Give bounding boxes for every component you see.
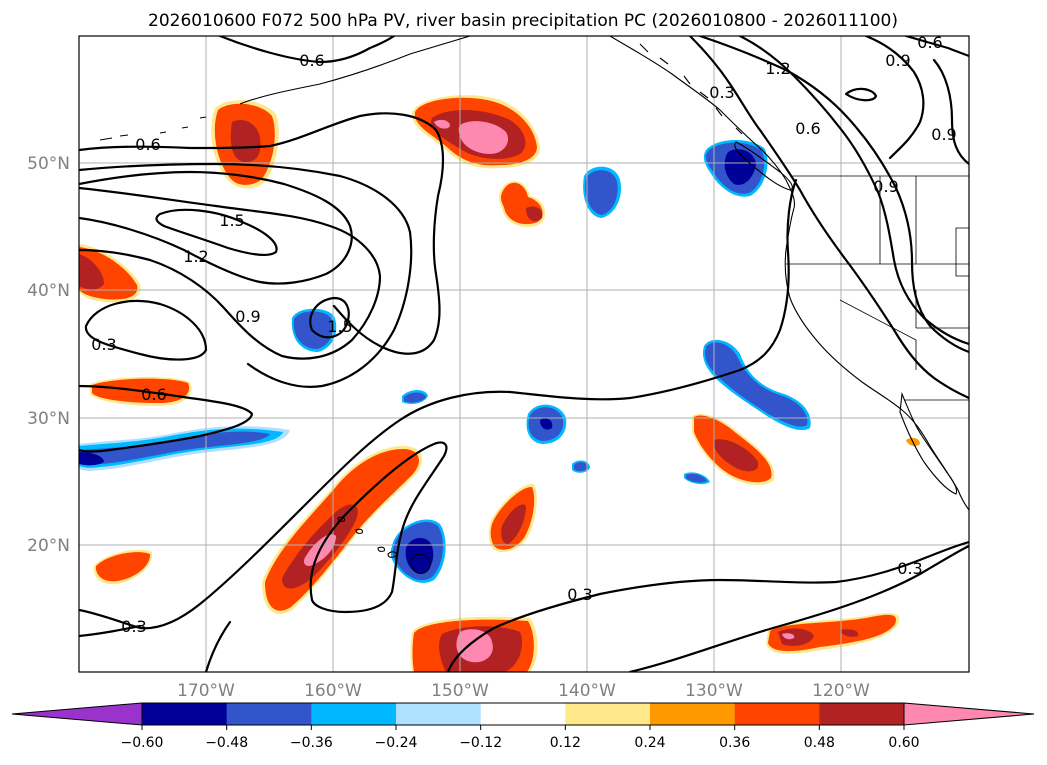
precip-negative-region [703,139,768,197]
colorbar-tick-label: 0.60 [888,735,919,751]
precip-negative-region [572,460,590,473]
lon-label: 140°W [558,681,616,701]
contour-label: 1.5 [219,211,244,230]
contour-label: 0.3 [121,617,146,636]
colorbar-tick-label: −0.24 [375,735,418,751]
colorbar-ticks: −0.60 −0.48 −0.36 −0.24 −0.12 0.12 0.24 0.36 0.4… [121,725,920,751]
colorbar-segment [480,703,566,725]
precip-positive-region [93,549,153,585]
colorbar-tick-label: −0.36 [290,735,333,751]
map-area: 0.6 0.6 1.5 1.2 0.9 1.5 0.3 0.6 1.2 0.3 … [79,33,969,672]
colorbar-segment [565,703,651,725]
colorbar-tick-label: 0.24 [634,735,665,751]
contour-label: 0.6 [135,135,160,154]
precipitation-shading [79,95,920,672]
colorbar-tick-label: 0.36 [719,735,750,751]
contour-label: 0.6 [917,33,942,52]
longitude-labels: 170°W 160°W 150°W 140°W 130°W 120°W [177,681,870,701]
precip-negative-region [583,166,622,218]
lat-label: 40°N [27,281,70,301]
precip-positive-region [411,95,540,169]
precip-negative-region [79,426,290,471]
contour-label: 0.9 [931,125,956,144]
contour-label: 1.2 [183,247,208,266]
latitude-labels: 50°N 40°N 30°N 20°N [27,154,70,556]
lon-label: 130°W [685,681,743,701]
pv-contours [79,36,969,672]
colorbar-tick-label: −0.60 [121,735,164,751]
colorbar-segment [819,703,905,725]
precip-positive-region [692,413,775,485]
precip-negative-region [684,472,710,485]
colorbar: −0.60 −0.48 −0.36 −0.24 −0.12 0.12 0.24 0.36 0.4… [11,702,1035,751]
colorbar-segment [142,703,228,725]
colorbar-extend-min [11,702,143,726]
colorbar-tick-label: 0.48 [804,735,835,751]
coastlines [99,36,969,575]
precip-negative-region [402,390,428,404]
contour-label: 0.6 [795,119,820,138]
precip-positive-region [410,616,538,672]
lon-label: 120°W [812,681,870,701]
colorbar-tick-label: −0.48 [205,735,248,751]
contour-label: 1.2 [765,59,790,78]
lon-label: 170°W [177,681,235,701]
contour-label: 0.9 [235,307,260,326]
contour-label: 0.9 [873,177,898,196]
colorbar-extend-max [903,702,1035,726]
colorbar-segment [396,703,482,725]
contour-label: 0.3 [567,585,592,604]
colorbar-outline [141,702,905,726]
contour-label: 0.9 [885,51,910,70]
colorbar-segments [11,702,1035,726]
precip-negative-region [702,339,811,431]
precip-positive-region [488,483,537,553]
contour-label: 0.3 [91,335,116,354]
colorbar-segment [650,703,736,725]
lat-label: 30°N [27,409,70,429]
pv-contour-labels: 0.6 0.6 1.5 1.2 0.9 1.5 0.3 0.6 1.2 0.3 … [91,33,956,636]
precip-positive-region [79,244,141,303]
precip-positive-region [499,181,546,228]
colorbar-segment [311,703,397,725]
contour-label: 0.3 [709,83,734,102]
lat-label: 50°N [27,154,70,174]
colorbar-tick-label: 0.12 [550,735,581,751]
lat-label: 20°N [27,536,70,556]
lon-label: 160°W [304,681,362,701]
contour-label: 1.5 [327,317,352,336]
colorbar-tick-label: −0.12 [459,735,502,751]
graticule [79,36,969,672]
colorbar-segment [734,703,820,725]
precip-positive-region [766,613,900,654]
precip-positive-region [262,446,423,615]
figure-title: 2026010600 F072 500 hPa PV, river basin … [148,11,898,31]
contour-label: 0.3 [897,559,922,578]
precip-negative-region [526,404,567,444]
contour-label: 0.6 [141,385,166,404]
contour-label: 0.6 [299,51,324,70]
map-frame [78,35,970,673]
lon-label: 150°W [431,681,489,701]
colorbar-segment [226,703,312,725]
